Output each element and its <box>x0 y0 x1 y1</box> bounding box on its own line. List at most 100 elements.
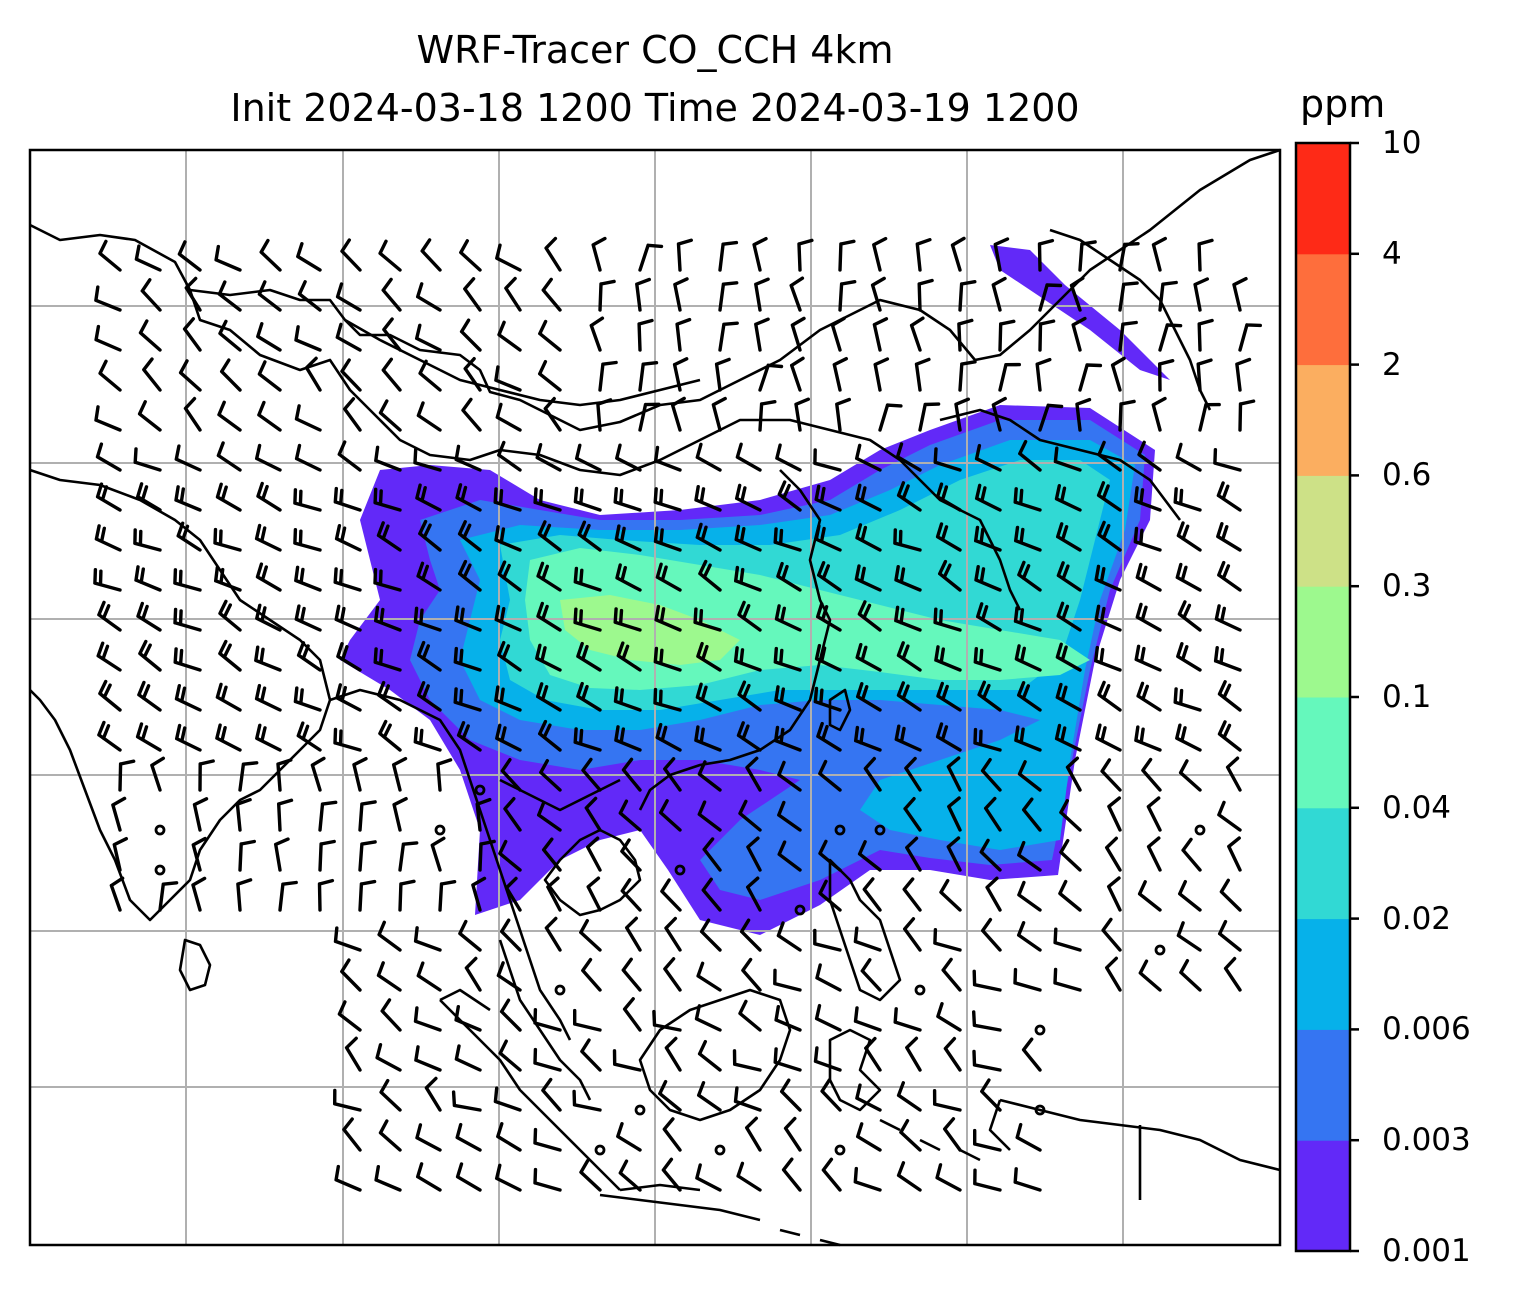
wind-barb <box>296 721 322 752</box>
wind-barb <box>893 528 922 552</box>
wind-barb <box>418 359 442 392</box>
wind-barb <box>586 836 602 872</box>
wind-barb <box>373 567 402 592</box>
wind-barb <box>97 720 122 752</box>
wind-barb <box>902 877 922 912</box>
wind-barb <box>493 1086 522 1112</box>
wind-barb <box>475 797 492 832</box>
wind-barb <box>538 360 562 392</box>
wind-barb <box>932 1089 962 1112</box>
wind-barb <box>1054 723 1082 752</box>
plume-level-1-northeast <box>990 245 1170 380</box>
wind-barb <box>776 921 802 952</box>
wind-barb <box>537 800 562 832</box>
wind-barb <box>579 919 602 952</box>
wind-barb <box>957 318 974 352</box>
wind-barb <box>584 796 602 832</box>
wind-barb <box>694 725 722 752</box>
wind-barb <box>735 483 762 512</box>
wind-barb <box>375 1043 402 1072</box>
wind-barb <box>695 442 722 472</box>
wind-barb <box>998 362 1021 392</box>
wind-barb <box>458 919 482 952</box>
wind-barb <box>216 441 242 472</box>
wind-barb <box>855 1083 882 1112</box>
wind-barb <box>773 1047 802 1072</box>
wind-barb <box>459 239 482 272</box>
wind-barb <box>214 244 242 272</box>
wind-barb <box>218 599 242 632</box>
wind-barb <box>544 916 562 952</box>
wind-barb <box>745 1116 762 1152</box>
wind-barb <box>855 483 882 512</box>
wind-barb <box>977 680 1002 712</box>
wind-barb <box>591 236 607 272</box>
wind-barb <box>538 719 562 752</box>
wind-barb <box>317 878 335 912</box>
wind-barb <box>939 878 962 912</box>
wind-barb <box>1053 446 1082 472</box>
wind-barb <box>497 640 522 672</box>
wind-barb <box>974 525 1002 552</box>
wind-barb <box>504 276 522 312</box>
wind-barb <box>133 447 162 472</box>
wind-barb <box>718 240 739 272</box>
china-north-border <box>188 289 901 477</box>
borneo <box>638 988 792 1122</box>
wind-barb <box>1118 320 1138 352</box>
wind-barb <box>296 242 322 272</box>
wind-barb <box>896 1081 922 1112</box>
wind-barb <box>254 523 282 552</box>
wind-barb <box>979 838 1002 872</box>
wind-barb <box>894 605 922 632</box>
wind-barb <box>577 520 602 552</box>
wind-barb <box>497 560 522 592</box>
wind-barb <box>294 325 322 352</box>
wind-barb <box>257 360 282 392</box>
wind-barb <box>573 486 602 512</box>
wind-barb <box>1069 276 1085 312</box>
wind-barb <box>456 721 482 752</box>
wind-barb <box>177 240 202 272</box>
wind-barb <box>1078 363 1103 392</box>
wind-barb <box>257 280 282 312</box>
wind-barb <box>947 796 962 832</box>
wind-barb <box>653 487 682 512</box>
wind-barb <box>459 318 482 352</box>
wind-barb <box>1232 277 1248 312</box>
plume-level-6 <box>560 595 740 665</box>
wind-barb <box>173 607 202 632</box>
wind-barb <box>586 876 602 912</box>
colorbar-tick-label: 0.003 <box>1382 1122 1471 1159</box>
wind-barb <box>344 1036 362 1072</box>
wind-barb <box>573 1008 602 1032</box>
wind-barb <box>500 758 522 792</box>
wind-barb <box>653 526 682 552</box>
wind-barb <box>814 484 842 512</box>
wind-barb <box>133 528 162 552</box>
wind-barb <box>1219 878 1242 912</box>
wind-barb <box>662 1117 682 1152</box>
wind-barb <box>436 758 453 792</box>
wind-barb <box>544 236 562 272</box>
wind-barb <box>794 397 810 432</box>
wind-barb <box>635 277 651 312</box>
wind-barb <box>453 687 482 712</box>
calm-wind-marker <box>834 824 846 836</box>
wind-barb <box>918 402 941 432</box>
wind-barb <box>254 683 282 712</box>
wind-barb <box>701 877 722 912</box>
wind-barb <box>732 1049 762 1072</box>
wind-barb <box>424 1076 442 1112</box>
wind-barb <box>579 1158 602 1192</box>
wind-barb <box>958 280 977 312</box>
wind-barb <box>821 1157 842 1192</box>
wind-barb <box>1218 919 1242 952</box>
wind-barb <box>733 1086 762 1112</box>
wind-barb <box>835 397 851 432</box>
india-outline <box>29 468 332 922</box>
wind-barb <box>1017 760 1042 792</box>
wind-barb <box>1134 725 1162 752</box>
wind-barb <box>777 760 802 792</box>
wind-barb <box>613 686 642 712</box>
